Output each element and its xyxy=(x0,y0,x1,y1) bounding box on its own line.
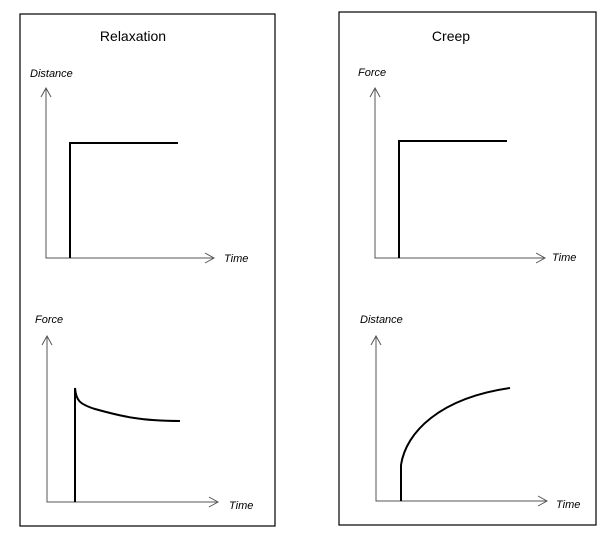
arrow xyxy=(208,496,220,508)
x-label: Time xyxy=(556,499,580,511)
y-label: Distance xyxy=(360,314,403,326)
panel-frame xyxy=(19,13,276,527)
axes xyxy=(375,336,547,502)
arrow xyxy=(370,334,382,346)
x-label: Time xyxy=(552,252,576,264)
relaxation-curve xyxy=(74,387,181,502)
axes xyxy=(45,88,214,259)
panel-title: Relaxation xyxy=(100,28,166,44)
creep-curve xyxy=(400,387,511,501)
y-label: Distance xyxy=(30,68,73,80)
x-label: Time xyxy=(229,500,253,512)
arrow xyxy=(41,334,53,346)
axes xyxy=(46,336,218,503)
step-curve xyxy=(398,140,507,258)
axes xyxy=(374,88,545,259)
step-curve xyxy=(69,142,178,258)
arrow xyxy=(535,252,547,264)
x-label: Time xyxy=(224,253,248,265)
y-label: Force xyxy=(358,67,386,79)
arrow xyxy=(369,86,381,98)
arrow xyxy=(40,86,52,98)
arrow xyxy=(204,252,216,264)
arrow xyxy=(537,495,549,507)
panel-title: Creep xyxy=(432,28,470,44)
y-label: Force xyxy=(35,314,63,326)
panel-frame xyxy=(338,11,597,526)
